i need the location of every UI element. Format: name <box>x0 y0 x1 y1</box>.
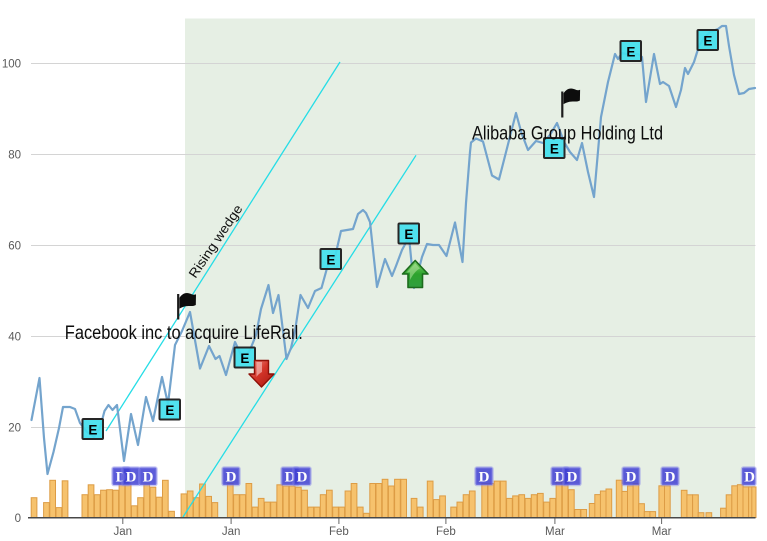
svg-text:D: D <box>665 470 676 486</box>
svg-text:E: E <box>326 252 335 267</box>
svg-text:D: D <box>143 470 154 486</box>
svg-text:Mar: Mar <box>545 526 565 538</box>
svg-text:Facebook inc to acquire LifeRa: Facebook inc to acquire LifeRail. <box>65 323 303 344</box>
svg-text:60: 60 <box>8 241 21 253</box>
svg-text:E: E <box>88 422 97 437</box>
svg-text:D: D <box>744 470 755 486</box>
svg-text:D: D <box>116 470 127 486</box>
svg-text:Mar: Mar <box>652 526 672 538</box>
svg-text:D: D <box>567 470 578 486</box>
svg-text:Jan: Jan <box>222 526 241 538</box>
svg-text:Jan: Jan <box>114 526 133 538</box>
svg-text:E: E <box>550 141 559 156</box>
svg-text:Feb: Feb <box>436 526 456 538</box>
svg-text:20: 20 <box>8 423 21 435</box>
svg-text:D: D <box>626 470 637 486</box>
svg-text:D: D <box>126 470 137 486</box>
svg-text:E: E <box>240 351 249 366</box>
svg-text:E: E <box>404 227 413 242</box>
svg-text:100: 100 <box>2 59 21 71</box>
svg-text:D: D <box>226 470 237 486</box>
svg-text:E: E <box>626 44 635 59</box>
svg-text:E: E <box>165 403 174 418</box>
svg-text:D: D <box>479 470 490 486</box>
svg-text:D: D <box>555 470 566 486</box>
svg-text:E: E <box>703 33 712 48</box>
svg-text:Alibaba Group Holding Ltd: Alibaba Group Holding Ltd <box>472 124 663 145</box>
svg-text:D: D <box>285 470 296 486</box>
svg-text:Feb: Feb <box>329 526 349 538</box>
svg-text:40: 40 <box>8 332 21 344</box>
svg-text:0: 0 <box>15 513 21 525</box>
svg-text:80: 80 <box>8 150 21 162</box>
svg-text:D: D <box>297 470 308 486</box>
